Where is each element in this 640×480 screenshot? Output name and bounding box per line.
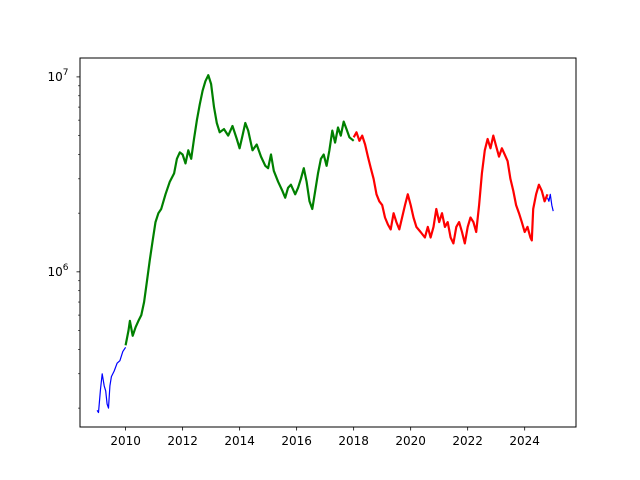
x-tick-label: 2016 [281, 434, 312, 448]
x-tick-label: 2018 [338, 434, 369, 448]
series-layer [96, 74, 554, 414]
plot-frame [79, 57, 577, 428]
y-tick-label: 106 [47, 263, 68, 279]
x-tick-label: 2020 [395, 434, 426, 448]
y-tick-label: 107 [47, 68, 68, 84]
x-tick-label: 2014 [224, 434, 255, 448]
y-tick-exponent: 6 [63, 263, 69, 273]
x-tick-label: 2010 [110, 434, 141, 448]
y-tick-base: 10 [47, 265, 62, 279]
y-tick-base: 10 [47, 70, 62, 84]
x-tick-label: 2012 [167, 434, 198, 448]
series-line-0 [96, 346, 127, 414]
series-line-1 [124, 74, 355, 346]
series-line-3 [546, 193, 554, 212]
y-tick-exponent: 7 [63, 68, 69, 78]
series-line-2 [352, 131, 549, 245]
x-tick-label: 2024 [509, 434, 540, 448]
x-tick-label: 2022 [452, 434, 483, 448]
